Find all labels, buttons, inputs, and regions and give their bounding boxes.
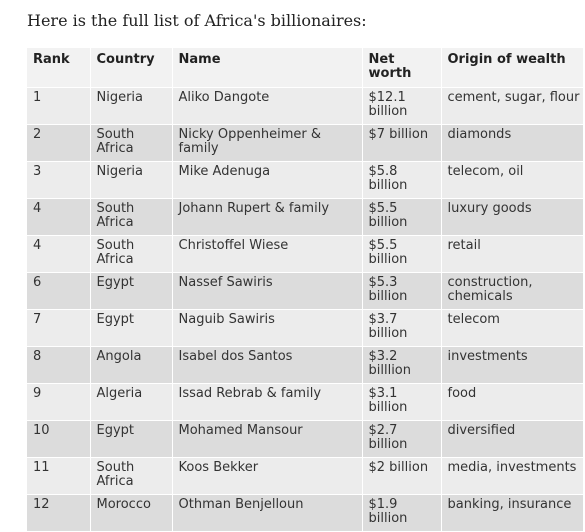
header-rank: Rank xyxy=(27,48,91,88)
net-worth-cell: $7 billion xyxy=(362,124,442,162)
rank-cell: 4 xyxy=(27,235,91,273)
intro-text: Here is the full list of Africa's billio… xyxy=(27,11,367,30)
country-cell: South Africa xyxy=(90,457,173,495)
net-worth-cell: $2.7 billion xyxy=(362,420,442,458)
country-cell: South Africa xyxy=(90,235,173,273)
country-cell: Angola xyxy=(90,346,173,384)
table-row: 4 South Africa Christoffel Wiese $5.5 bi… xyxy=(27,235,584,273)
table-header-row: Rank Country Name Net worth Origin of we… xyxy=(27,48,584,88)
rank-cell: 11 xyxy=(27,457,91,495)
origin-cell: media, investments xyxy=(441,457,584,495)
rank-cell: 9 xyxy=(27,383,91,421)
rank-cell: 7 xyxy=(27,309,91,347)
table-row: 4 South Africa Johann Rupert & family $5… xyxy=(27,198,584,236)
name-cell: Naguib Sawiris xyxy=(172,309,363,347)
net-worth-cell: $2 billion xyxy=(362,457,442,495)
country-cell: Egypt xyxy=(90,309,173,347)
name-cell: Mohamed Mansour xyxy=(172,420,363,458)
header-country: Country xyxy=(90,48,173,88)
rank-cell: 3 xyxy=(27,161,91,199)
country-cell: Nigeria xyxy=(90,161,173,199)
table-row: 12 Morocco Othman Benjelloun $1.9 billio… xyxy=(27,494,584,532)
rank-cell: 10 xyxy=(27,420,91,458)
country-cell: South Africa xyxy=(90,124,173,162)
name-cell: Christoffel Wiese xyxy=(172,235,363,273)
origin-cell: investments xyxy=(441,346,584,384)
country-cell: Egypt xyxy=(90,420,173,458)
origin-cell: retail xyxy=(441,235,584,273)
table-row: 3 Nigeria Mike Adenuga $5.8 billion tele… xyxy=(27,161,584,199)
name-cell: Nassef Sawiris xyxy=(172,272,363,310)
country-cell: Algeria xyxy=(90,383,173,421)
table-row: 1 Nigeria Aliko Dangote $12.1 billion ce… xyxy=(27,87,584,125)
origin-cell: diversified xyxy=(441,420,584,458)
table-row: 8 Angola Isabel dos Santos $3.2 billlion… xyxy=(27,346,584,384)
rank-cell: 6 xyxy=(27,272,91,310)
billionaires-table: Rank Country Name Net worth Origin of we… xyxy=(27,48,584,532)
name-cell: Othman Benjelloun xyxy=(172,494,363,532)
rank-cell: 2 xyxy=(27,124,91,162)
origin-cell: cement, sugar, flour xyxy=(441,87,584,125)
rank-cell: 4 xyxy=(27,198,91,236)
name-cell: Johann Rupert & family xyxy=(172,198,363,236)
net-worth-cell: $3.1 billion xyxy=(362,383,442,421)
net-worth-cell: $1.9 billion xyxy=(362,494,442,532)
header-net-worth: Net worth xyxy=(362,48,442,88)
table-row: 11 South Africa Koos Bekker $2 billion m… xyxy=(27,457,584,495)
rank-cell: 1 xyxy=(27,87,91,125)
name-cell: Issad Rebrab & family xyxy=(172,383,363,421)
net-worth-cell: $3.2 billlion xyxy=(362,346,442,384)
country-cell: Morocco xyxy=(90,494,173,532)
country-cell: South Africa xyxy=(90,198,173,236)
table-row: 9 Algeria Issad Rebrab & family $3.1 bil… xyxy=(27,383,584,421)
net-worth-cell: $5.5 billion xyxy=(362,235,442,273)
net-worth-cell: $5.8 billion xyxy=(362,161,442,199)
name-cell: Mike Adenuga xyxy=(172,161,363,199)
rank-cell: 12 xyxy=(27,494,91,532)
rank-cell: 8 xyxy=(27,346,91,384)
table-row: 6 Egypt Nassef Sawiris $5.3 billion cons… xyxy=(27,272,584,310)
name-cell: Isabel dos Santos xyxy=(172,346,363,384)
net-worth-cell: $12.1 billion xyxy=(362,87,442,125)
table-row: 2 South Africa Nicky Oppenheimer & famil… xyxy=(27,124,584,162)
net-worth-cell: $5.5 billion xyxy=(362,198,442,236)
header-name: Name xyxy=(172,48,363,88)
origin-cell: luxury goods xyxy=(441,198,584,236)
origin-cell: construction, chemicals xyxy=(441,272,584,310)
name-cell: Koos Bekker xyxy=(172,457,363,495)
origin-cell: food xyxy=(441,383,584,421)
name-cell: Aliko Dangote xyxy=(172,87,363,125)
net-worth-cell: $5.3 billion xyxy=(362,272,442,310)
table-row: 7 Egypt Naguib Sawiris $3.7 billion tele… xyxy=(27,309,584,347)
origin-cell: diamonds xyxy=(441,124,584,162)
header-origin-of-wealth: Origin of wealth xyxy=(441,48,584,88)
origin-cell: telecom, oil xyxy=(441,161,584,199)
country-cell: Nigeria xyxy=(90,87,173,125)
origin-cell: telecom xyxy=(441,309,584,347)
net-worth-cell: $3.7 billion xyxy=(362,309,442,347)
name-cell: Nicky Oppenheimer & family xyxy=(172,124,363,162)
origin-cell: banking, insurance xyxy=(441,494,584,532)
table-row: 10 Egypt Mohamed Mansour $2.7 billion di… xyxy=(27,420,584,458)
country-cell: Egypt xyxy=(90,272,173,310)
